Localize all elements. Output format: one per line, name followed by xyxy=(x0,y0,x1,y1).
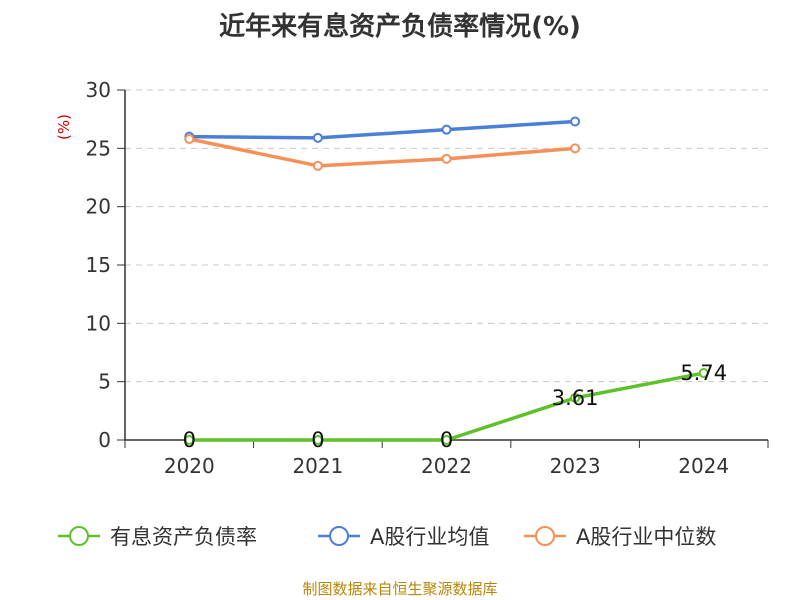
legend-marker xyxy=(535,526,555,546)
data-point xyxy=(570,143,581,154)
series-line xyxy=(188,137,576,168)
data-label: 0 xyxy=(183,428,196,452)
x-tick-label: 2024 xyxy=(678,454,729,478)
legend-marker xyxy=(329,526,349,546)
data-point xyxy=(698,368,709,379)
data-point xyxy=(441,124,452,135)
y-tick-label: 20 xyxy=(86,195,111,219)
y-axis-label: (%) xyxy=(55,114,73,140)
data-source-note: 制图数据来自恒生聚源数据库 xyxy=(302,580,498,598)
data-point xyxy=(312,435,323,445)
data-point xyxy=(312,160,323,171)
x-tick-label: 2023 xyxy=(550,454,601,478)
y-tick-label: 15 xyxy=(86,253,111,277)
data-point xyxy=(312,132,323,143)
data-point xyxy=(570,392,581,403)
data-point xyxy=(441,153,452,164)
series-line xyxy=(189,119,576,140)
x-tick-label: 2022 xyxy=(421,454,472,478)
y-tick-label: 25 xyxy=(86,136,111,160)
data-label: 3.61 xyxy=(552,386,599,410)
data-label: 5.74 xyxy=(680,361,727,385)
legend-label: 有息资产负债率 xyxy=(110,525,257,549)
data-label: 0 xyxy=(311,428,324,452)
legend-label: A股行业中位数 xyxy=(576,525,716,549)
data-point xyxy=(184,134,195,144)
x-tick-label: 2020 xyxy=(164,454,215,478)
x-tick-label: 2021 xyxy=(292,454,343,478)
chart-title: 近年来有息资产负债率情况(%) xyxy=(219,12,581,42)
y-tick-label: 0 xyxy=(98,428,111,452)
data-label: 0 xyxy=(440,428,453,452)
data-point xyxy=(570,116,581,127)
legend-marker xyxy=(69,526,89,546)
data-point xyxy=(184,435,195,445)
legend-label: A股行业均值 xyxy=(370,525,489,549)
y-tick-label: 10 xyxy=(86,311,111,335)
y-tick-label: 30 xyxy=(86,78,111,102)
y-tick-label: 5 xyxy=(98,370,111,394)
data-point xyxy=(441,435,452,445)
